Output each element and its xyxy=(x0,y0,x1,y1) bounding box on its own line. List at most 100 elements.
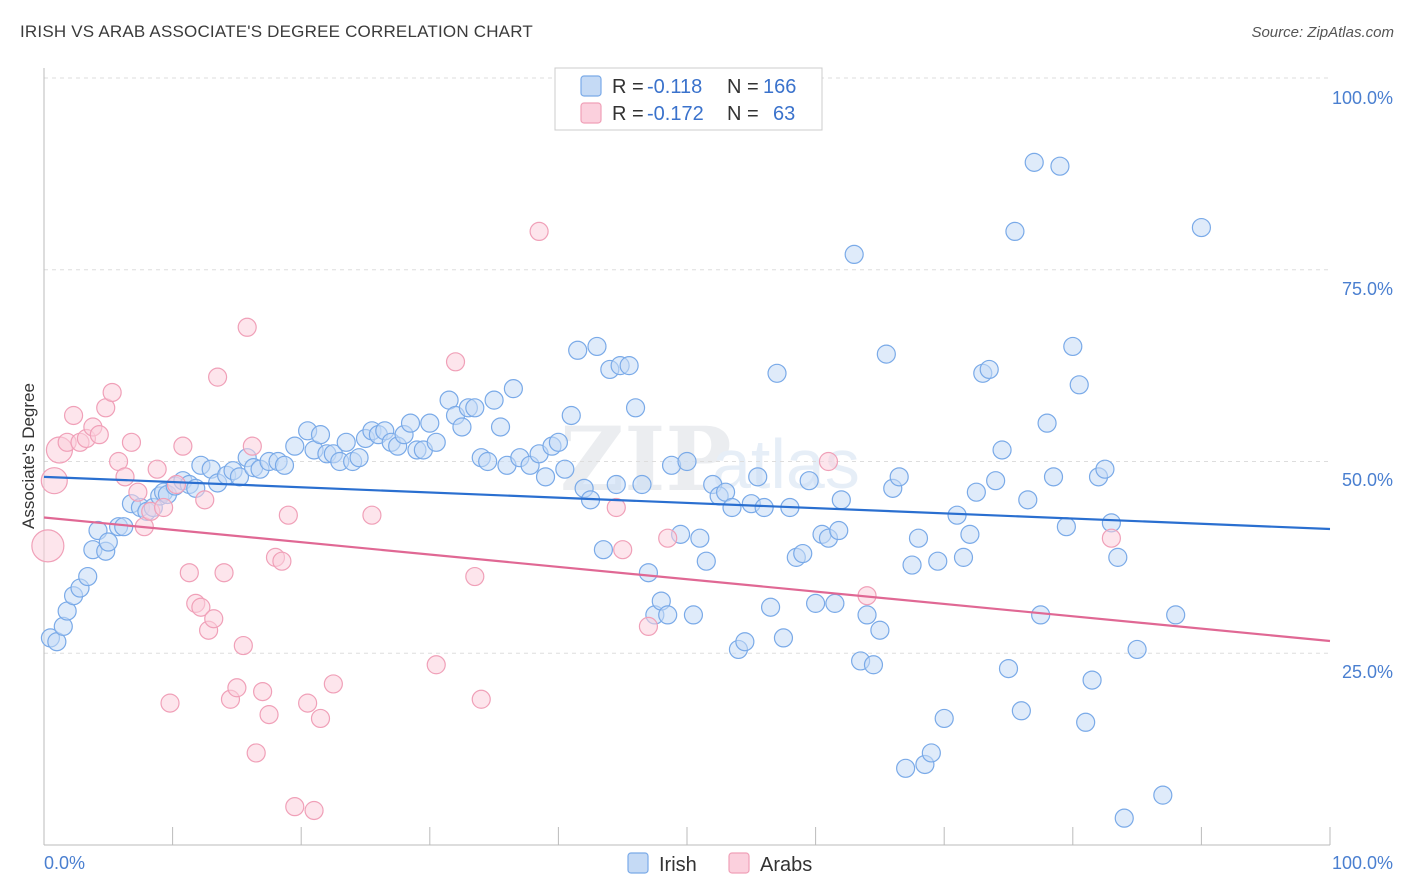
source-label: Source: ZipAtlas.com xyxy=(1251,24,1394,41)
irish-point xyxy=(1011,701,1031,721)
legend-arabs-swatch xyxy=(580,102,602,124)
irish-point xyxy=(548,432,569,452)
irish-point xyxy=(1166,605,1186,625)
irish-point xyxy=(561,405,581,426)
irish-point xyxy=(98,532,118,552)
irish-point xyxy=(503,379,523,399)
legend-irish-r-label: R = xyxy=(612,76,644,98)
irish-point xyxy=(998,658,1019,679)
arabs-point xyxy=(606,497,626,518)
arabs-point xyxy=(529,221,549,241)
irish-point xyxy=(1037,413,1057,433)
arabs-point xyxy=(465,566,485,587)
arabs-point xyxy=(272,551,292,571)
irish-point xyxy=(625,398,646,418)
arabs-point xyxy=(298,693,318,713)
arabs-point xyxy=(89,425,109,445)
irish-point xyxy=(638,563,659,583)
irish-point xyxy=(568,340,588,360)
arabs-point xyxy=(214,563,234,583)
irish-point xyxy=(760,597,781,617)
legend-arabs-n-value: 63 xyxy=(773,103,795,125)
irish-point xyxy=(844,244,864,265)
arabs-point xyxy=(1101,528,1121,548)
irish-point xyxy=(1050,156,1070,176)
legend-irish-n-label: N = xyxy=(727,76,759,98)
arabs-point xyxy=(115,467,135,487)
irish-point xyxy=(426,432,446,452)
irish-point xyxy=(928,551,948,571)
arabs-point xyxy=(285,797,305,817)
irish-point xyxy=(1069,375,1089,395)
irish-point xyxy=(535,467,556,487)
x-axis-ticks xyxy=(43,827,1331,845)
irish-point xyxy=(829,520,849,541)
arabs-point xyxy=(818,451,839,472)
irish-point xyxy=(863,655,884,675)
irish-point xyxy=(683,605,704,625)
arabs-point xyxy=(121,432,142,452)
irish-point xyxy=(831,490,851,510)
irish-point xyxy=(1191,217,1212,238)
y-tick-label-25: 25.0% xyxy=(1342,662,1393,682)
irish-point xyxy=(1076,712,1096,732)
irish-point xyxy=(870,620,890,640)
irish-point xyxy=(336,432,356,452)
arabs-point xyxy=(40,467,68,495)
legend-bottom-irish-swatch xyxy=(627,852,649,874)
y-tick-label-50: 50.0% xyxy=(1342,470,1393,490)
irish-point xyxy=(902,555,922,575)
y-tick-label-75: 75.0% xyxy=(1342,279,1393,299)
irish-point xyxy=(658,605,678,625)
legend-bottom-arabs-swatch xyxy=(728,852,750,874)
arabs-point xyxy=(310,708,331,729)
irish-point xyxy=(490,417,511,437)
irish-point xyxy=(619,356,639,376)
irish-point xyxy=(908,528,929,548)
legend-series: Irish Arabs xyxy=(627,852,812,876)
arabs-point xyxy=(471,689,491,709)
irish-point xyxy=(735,632,755,652)
irish-point xyxy=(921,743,941,763)
irish-point xyxy=(690,528,710,548)
x-tick-label-max: 100.0% xyxy=(1332,853,1393,873)
irish-point xyxy=(960,524,980,544)
irish-point xyxy=(1018,490,1038,510)
arabs-point xyxy=(237,317,257,337)
irish-point xyxy=(805,593,826,613)
irish-point xyxy=(934,708,954,729)
y-axis-title: Associate's Degree xyxy=(19,383,38,529)
legend-arabs-r-value: -0.172 xyxy=(647,103,704,125)
irish-point xyxy=(1127,639,1147,660)
arabs-point xyxy=(128,482,148,502)
arabs-point xyxy=(153,497,174,518)
irish-point xyxy=(1114,808,1134,828)
arabs-point xyxy=(204,609,224,629)
irish-point xyxy=(767,363,787,383)
arabs-point xyxy=(233,635,253,656)
arabs-point xyxy=(445,352,466,372)
irish-point xyxy=(465,398,485,418)
irish-point xyxy=(1082,670,1102,690)
irish-point xyxy=(825,593,845,613)
irish-point xyxy=(310,425,331,445)
irish-point xyxy=(773,628,794,648)
series-arabs-points xyxy=(31,221,1121,821)
irish-point xyxy=(606,474,626,495)
series-irish-points xyxy=(40,152,1212,828)
irish-point xyxy=(754,497,774,518)
arabs-point xyxy=(242,436,262,456)
legend-bottom-irish-label: Irish xyxy=(659,854,697,876)
trendline-irish xyxy=(43,475,1331,531)
irish-point xyxy=(889,467,909,487)
irish-point xyxy=(400,413,421,433)
irish-point xyxy=(452,417,472,437)
y-tick-label-100: 100.0% xyxy=(1332,88,1393,108)
arabs-point xyxy=(246,743,266,763)
legend-stats: R = -0.118 N = 166 R = -0.172 N = 63 xyxy=(554,67,823,131)
irish-point xyxy=(593,540,614,560)
gridlines xyxy=(44,77,1330,654)
irish-point xyxy=(953,547,974,567)
arabs-point xyxy=(259,705,279,725)
